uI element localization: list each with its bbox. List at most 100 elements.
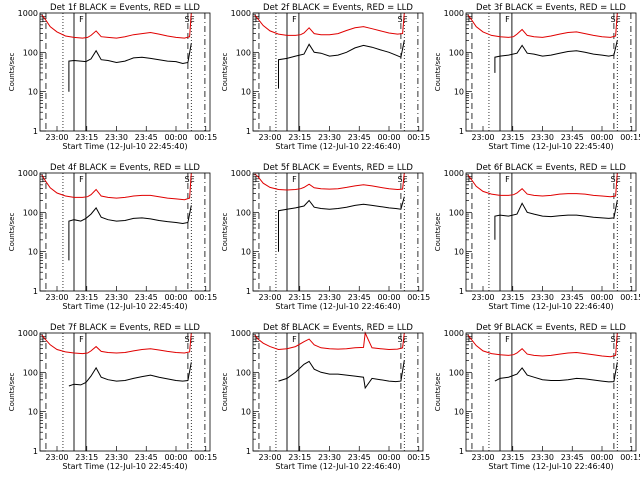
y-tick-label: 10 [28,408,38,417]
y-tick-label: 1 [33,287,38,296]
x-tick-label: 23:45 [135,133,158,142]
x-tick-label: 23:15 [501,453,524,462]
marker-label: SE [611,15,621,24]
x-tick-label: 23:15 [75,293,98,302]
x-tick-label: 23:45 [348,453,371,462]
marker-label: F [505,175,510,184]
y-tick-label: 10 [454,408,464,417]
y-tick-label: 1000 [444,9,464,18]
y-tick-label: 10 [241,88,251,97]
series-events-line [68,205,192,261]
marker-label: F [292,335,297,344]
x-tick-label: 23:15 [288,293,311,302]
x-tick-label: 23:30 [531,293,554,302]
y-tick-label: 100 [449,208,464,217]
marker-label: F [292,175,297,184]
series-lld-line [254,331,405,351]
marker-label: E [468,335,473,344]
y-tick-label: 100 [23,208,38,217]
x-tick-label: 23:30 [105,453,128,462]
plot-frame [465,332,637,452]
marker-label: SE [398,15,408,24]
x-tick-label: 23:00 [45,133,68,142]
x-tick-label: 23:45 [135,293,158,302]
chart-title: Det 4f BLACK = Events, RED = LLD [50,163,200,173]
x-tick-label: 23:45 [561,453,584,462]
chart-title: Det 7f BLACK = Events, RED = LLD [50,323,200,333]
series-lld-line [467,12,618,38]
chart-title: Det 2f BLACK = Events, RED = LLD [263,3,413,13]
x-axis-label: Start Time (12-Jul-10 22:45:40) [62,462,187,471]
x-tick-label: 00:15 [194,453,217,462]
x-tick-label: 00:00 [377,133,400,142]
y-axis-label: Counts/sec [221,213,229,252]
y-axis-label: Counts/sec [434,373,442,412]
x-tick-label: 23:45 [561,133,584,142]
series-events-line [68,43,192,92]
x-tick-label: 00:15 [407,293,430,302]
x-tick-label: 00:00 [590,133,613,142]
series-lld-line [41,172,192,201]
x-tick-label: 00:15 [194,133,217,142]
marker-label: E [255,175,260,184]
x-tick-label: 23:00 [45,453,68,462]
x-tick-label: 23:15 [75,453,98,462]
y-tick-label: 100 [236,48,251,57]
y-axis-label: Counts/sec [221,373,229,412]
x-tick-label: 23:45 [348,293,371,302]
x-tick-label: 23:30 [105,133,128,142]
x-tick-label: 23:15 [75,133,98,142]
chart-title: Det 9f BLACK = Events, RED = LLD [476,323,626,333]
x-tick-label: 23:45 [135,453,158,462]
plot-frame [39,332,211,452]
x-tick-label: 00:15 [194,293,217,302]
series-events-line [278,40,405,89]
x-tick-label: 23:15 [501,133,524,142]
x-tick-label: 23:15 [288,133,311,142]
x-tick-label: 23:30 [105,293,128,302]
x-tick-label: 00:00 [164,133,187,142]
x-tick-label: 00:00 [164,453,187,462]
series-events-line [68,362,192,387]
marker-label: F [292,15,297,24]
marker-label: E [42,15,47,24]
marker-label: SE [398,335,408,344]
y-tick-label: 1000 [18,329,38,338]
y-tick-label: 10 [28,88,38,97]
x-tick-label: 00:00 [590,293,613,302]
series-events-line [494,362,618,383]
x-tick-label: 00:15 [407,453,430,462]
y-axis-label: Counts/sec [221,53,229,92]
x-tick-label: 23:15 [501,293,524,302]
plot-frame [252,12,424,132]
x-tick-label: 00:15 [407,133,430,142]
y-axis-label: Counts/sec [8,53,16,92]
x-axis-label: Start Time (12-Jul-10 22:46:40) [275,462,400,471]
marker-label: F [505,335,510,344]
y-tick-label: 100 [236,368,251,377]
chart-title: Det 3f BLACK = Events, RED = LLD [476,3,626,13]
x-axis-label: Start Time (12-Jul-10 22:45:40) [62,302,187,311]
y-tick-label: 1 [246,447,251,456]
y-tick-label: 1 [459,127,464,136]
x-tick-label: 23:45 [348,133,371,142]
marker-label: F [79,175,84,184]
x-tick-label: 23:30 [318,453,341,462]
series-events-line [494,40,618,73]
series-events-line [278,196,405,252]
series-events-line [494,200,618,240]
plot-frame [465,12,637,132]
y-tick-label: 1 [459,447,464,456]
y-tick-label: 100 [449,48,464,57]
plot-frame [39,12,211,132]
x-tick-label: 23:00 [45,293,68,302]
marker-label: SE [611,335,621,344]
y-tick-label: 1000 [231,9,251,18]
x-tick-label: 23:30 [531,453,554,462]
series-lld-line [41,332,192,355]
